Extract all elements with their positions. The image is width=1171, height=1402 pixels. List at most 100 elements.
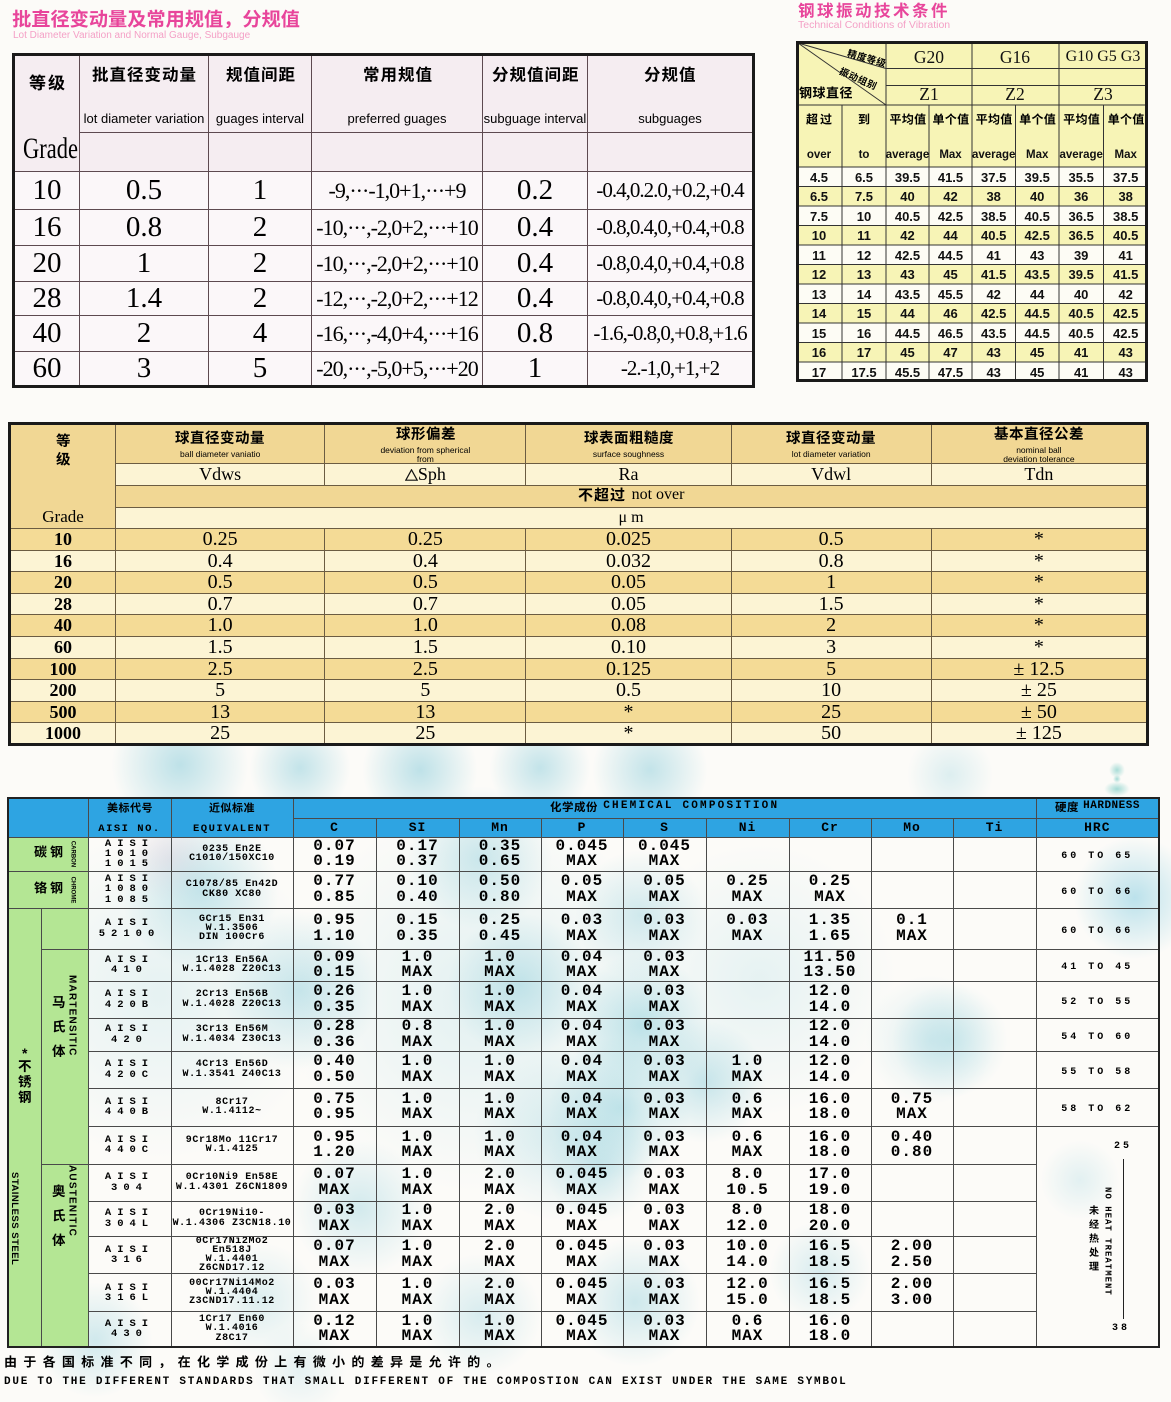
svg-text:44.5: 44.5 <box>938 248 963 263</box>
svg-text:45: 45 <box>900 345 914 360</box>
svg-text:43: 43 <box>1118 365 1132 380</box>
svg-text:Z2: Z2 <box>1005 84 1024 104</box>
svg-text:7.5: 7.5 <box>810 209 828 224</box>
svg-text:16: 16 <box>857 326 871 341</box>
svg-text:45: 45 <box>1030 345 1044 360</box>
svg-text:36.5: 36.5 <box>1069 209 1094 224</box>
svg-text:40.5: 40.5 <box>895 209 920 224</box>
svg-text:41: 41 <box>1118 248 1132 263</box>
svg-text:Z3: Z3 <box>1093 84 1113 104</box>
svg-text:42.5: 42.5 <box>938 209 963 224</box>
svg-text:40: 40 <box>900 189 914 204</box>
svg-text:4.5: 4.5 <box>810 170 828 185</box>
svg-text:44: 44 <box>943 228 958 243</box>
svg-text:12: 12 <box>812 267 826 282</box>
svg-text:40.5: 40.5 <box>1069 326 1094 341</box>
svg-text:42: 42 <box>900 228 914 243</box>
svg-text:39.5: 39.5 <box>1069 267 1094 282</box>
svg-text:39.5: 39.5 <box>1025 170 1050 185</box>
svg-text:36: 36 <box>1074 189 1088 204</box>
svg-text:43: 43 <box>986 345 1000 360</box>
svg-text:37.5: 37.5 <box>981 170 1006 185</box>
svg-text:41.5: 41.5 <box>938 170 963 185</box>
svg-text:43.5: 43.5 <box>1025 267 1050 282</box>
svg-text:47: 47 <box>943 345 957 360</box>
svg-text:41: 41 <box>1074 345 1088 360</box>
svg-text:10: 10 <box>857 209 871 224</box>
svg-text:40: 40 <box>1074 287 1088 302</box>
svg-text:Max: Max <box>1026 149 1049 161</box>
svg-text:G20: G20 <box>914 47 944 67</box>
svg-text:45.5: 45.5 <box>938 287 963 302</box>
svg-text:average: average <box>972 149 1015 161</box>
svg-text:40: 40 <box>1030 189 1044 204</box>
svg-text:44.5: 44.5 <box>1025 306 1050 321</box>
svg-text:47.5: 47.5 <box>938 365 963 380</box>
svg-text:40.5: 40.5 <box>1113 228 1138 243</box>
svg-text:Max: Max <box>1115 149 1138 161</box>
svg-text:13: 13 <box>857 267 871 282</box>
svg-text:42.5: 42.5 <box>1113 326 1138 341</box>
svg-text:39.5: 39.5 <box>895 170 920 185</box>
svg-text:16: 16 <box>812 345 826 360</box>
svg-text:11: 11 <box>812 248 826 263</box>
svg-text:42.5: 42.5 <box>1113 306 1138 321</box>
svg-text:average: average <box>886 149 929 161</box>
svg-text:14: 14 <box>812 306 827 321</box>
svg-text:38.5: 38.5 <box>981 209 1006 224</box>
svg-text:40.5: 40.5 <box>1025 209 1050 224</box>
svg-text:14: 14 <box>857 287 872 302</box>
svg-text:42.5: 42.5 <box>981 306 1006 321</box>
svg-text:43: 43 <box>1118 345 1132 360</box>
svg-text:45: 45 <box>1030 365 1044 380</box>
svg-text:10: 10 <box>812 228 826 243</box>
svg-text:44: 44 <box>1030 287 1045 302</box>
svg-text:37.5: 37.5 <box>1113 170 1138 185</box>
svg-text:Z1: Z1 <box>919 84 938 104</box>
svg-text:42: 42 <box>986 287 1000 302</box>
svg-text:41: 41 <box>1074 365 1088 380</box>
svg-text:42.5: 42.5 <box>1025 228 1050 243</box>
svg-text:35.5: 35.5 <box>1069 170 1094 185</box>
svg-text:17.5: 17.5 <box>851 365 876 380</box>
svg-text:45.5: 45.5 <box>895 365 920 380</box>
svg-text:44.5: 44.5 <box>1025 326 1050 341</box>
svg-text:G16: G16 <box>1000 47 1030 67</box>
svg-text:43: 43 <box>1030 248 1044 263</box>
svg-text:43: 43 <box>900 267 914 282</box>
svg-text:43.5: 43.5 <box>981 326 1006 341</box>
svg-text:44.5: 44.5 <box>895 326 920 341</box>
svg-text:38: 38 <box>1118 189 1132 204</box>
svg-text:45: 45 <box>943 267 957 282</box>
svg-text:7.5: 7.5 <box>855 189 873 204</box>
svg-text:G10 G5 G3: G10 G5 G3 <box>1066 48 1141 65</box>
svg-text:15: 15 <box>857 306 871 321</box>
svg-text:44: 44 <box>900 306 915 321</box>
svg-text:6.5: 6.5 <box>855 170 873 185</box>
svg-text:13: 13 <box>812 287 826 302</box>
svg-text:Max: Max <box>939 149 962 161</box>
svg-text:43.5: 43.5 <box>895 287 920 302</box>
svg-text:38: 38 <box>986 189 1000 204</box>
svg-text:41.5: 41.5 <box>1113 267 1138 282</box>
svg-text:12: 12 <box>857 248 871 263</box>
svg-text:to: to <box>859 149 870 161</box>
svg-text:46: 46 <box>943 306 957 321</box>
svg-text:11: 11 <box>857 228 871 243</box>
svg-text:38.5: 38.5 <box>1113 209 1138 224</box>
svg-text:40.5: 40.5 <box>1069 306 1094 321</box>
svg-text:36.5: 36.5 <box>1069 228 1094 243</box>
svg-text:46.5: 46.5 <box>938 326 963 341</box>
svg-text:39: 39 <box>1074 248 1088 263</box>
svg-text:43: 43 <box>986 365 1000 380</box>
svg-text:17: 17 <box>812 365 826 380</box>
svg-text:42: 42 <box>943 189 957 204</box>
svg-text:over: over <box>807 149 832 161</box>
svg-text:41: 41 <box>986 248 1000 263</box>
svg-text:6.5: 6.5 <box>810 189 828 204</box>
svg-text:40.5: 40.5 <box>981 228 1006 243</box>
svg-text:17: 17 <box>857 345 871 360</box>
svg-text:average: average <box>1059 149 1102 161</box>
svg-text:41.5: 41.5 <box>981 267 1006 282</box>
svg-text:15: 15 <box>812 326 826 341</box>
